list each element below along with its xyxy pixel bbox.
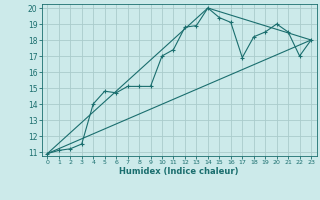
X-axis label: Humidex (Indice chaleur): Humidex (Indice chaleur) [119, 167, 239, 176]
